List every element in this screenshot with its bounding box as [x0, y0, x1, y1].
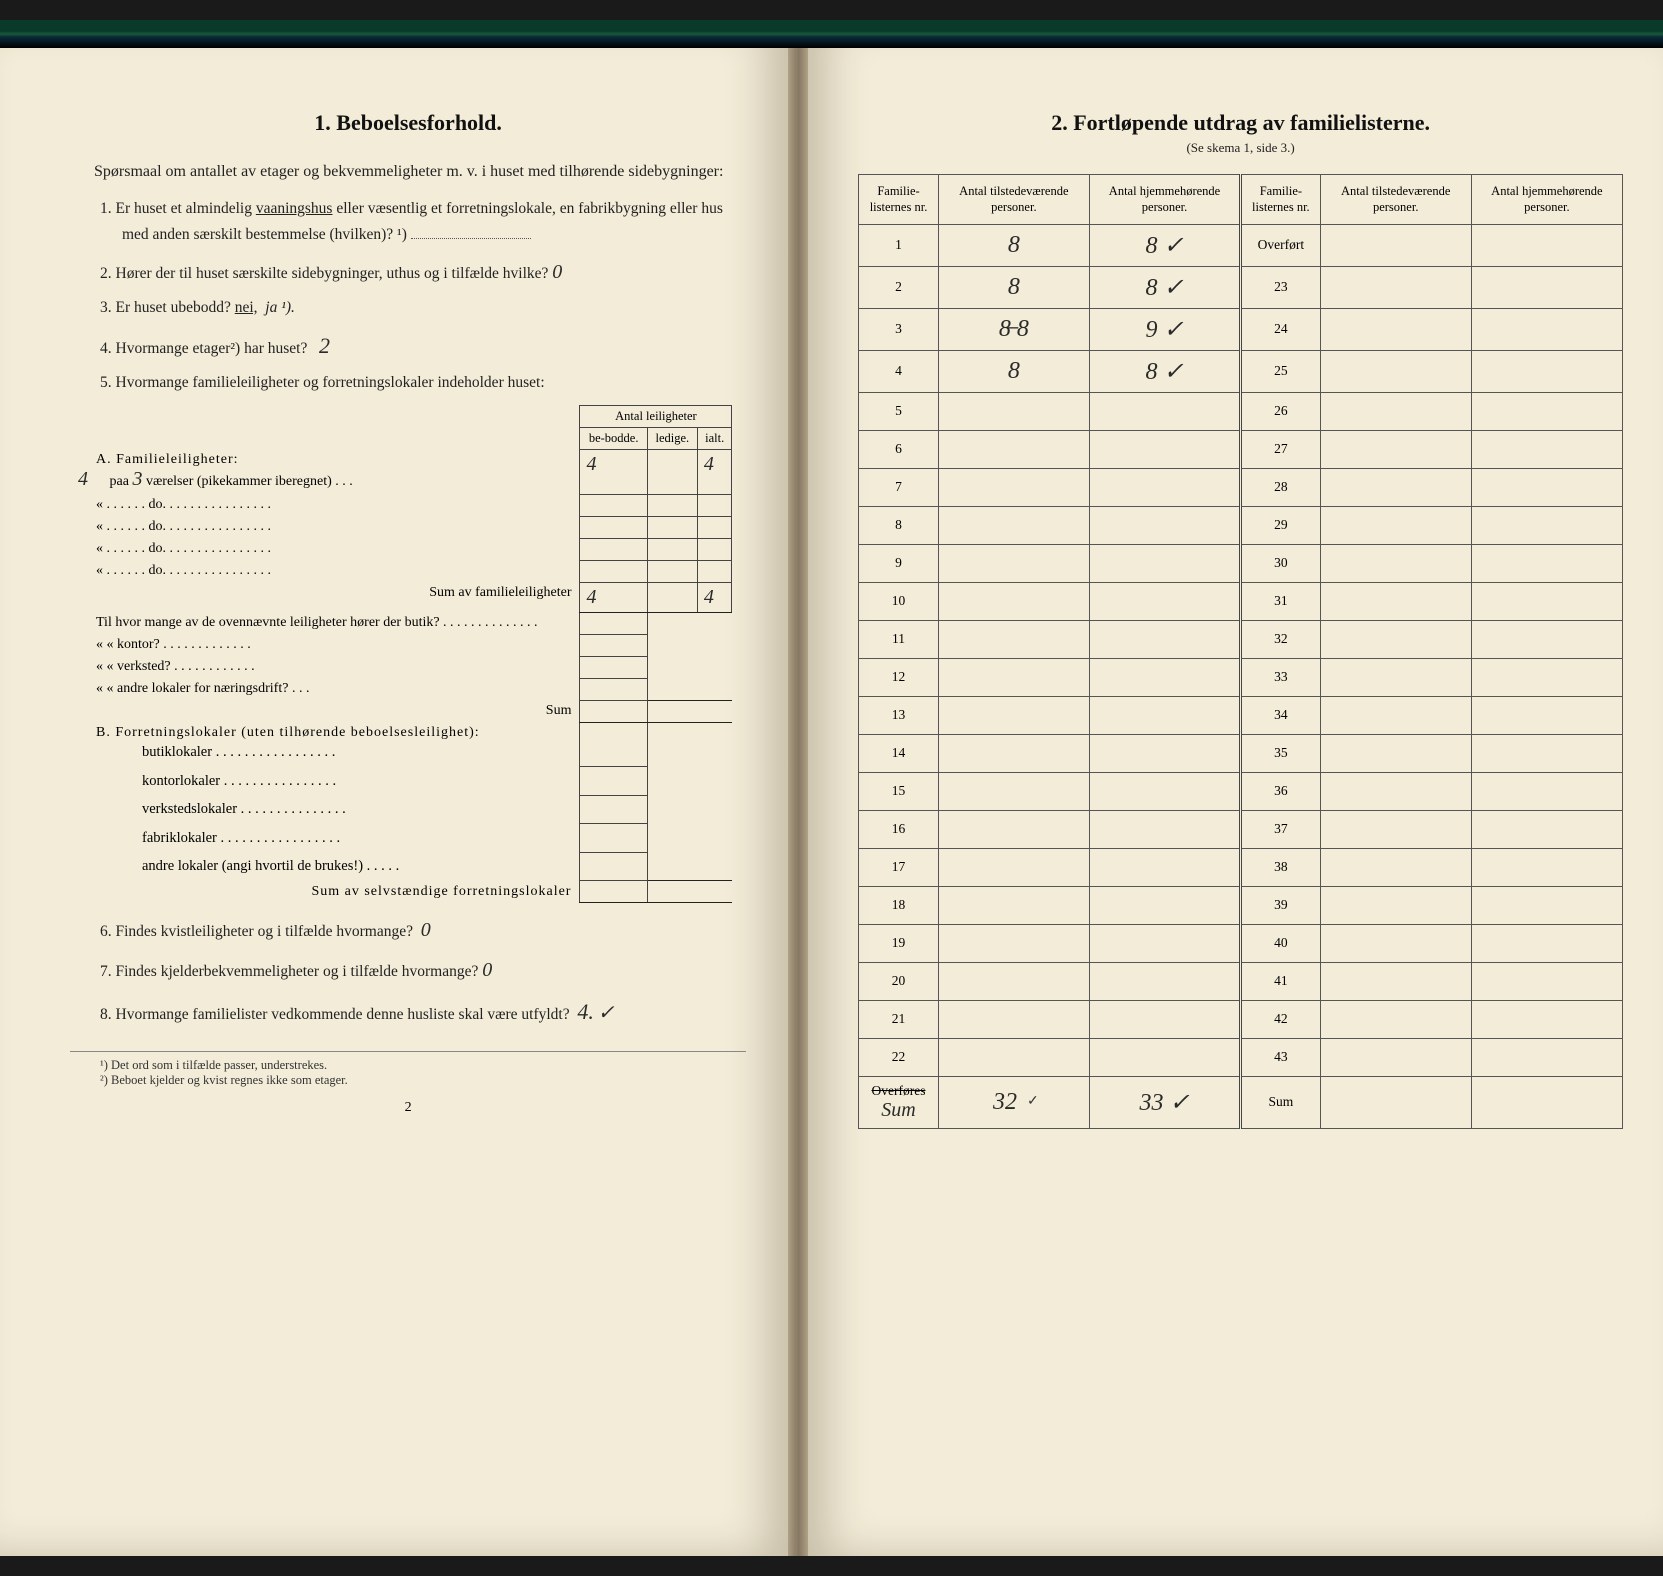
footer-sum: Sum — [1241, 1076, 1321, 1128]
table-row: 288 ✓23 — [859, 266, 1623, 308]
table-row: 488 ✓25 — [859, 350, 1623, 392]
q5: 5. Hvormange familieleiligheter og forre… — [100, 370, 746, 396]
th-col2: Antal tilstedeværende personer. — [938, 175, 1089, 225]
table-row: 188 ✓Overført — [859, 224, 1623, 266]
q8-answer: 4. — [577, 999, 594, 1024]
table-row: 2041 — [859, 962, 1623, 1000]
table-row: 38̶ 89 ✓24 — [859, 308, 1623, 350]
q3-ja: ja ¹). — [265, 299, 295, 316]
q6-answer: 0 — [421, 919, 431, 941]
family-table: Familie-listernes nr. Antal tilstedevære… — [858, 174, 1623, 1129]
fn2: ²) Beboet kjelder og kvist regnes ikke s… — [100, 1073, 746, 1088]
th-col5: Antal tilstedeværende personer. — [1320, 175, 1471, 225]
th-bebodde: be-bodde. — [580, 427, 647, 449]
leilighet-table: Antal leiligheter be-bodde. ledige. ialt… — [90, 405, 732, 903]
q4: 4. Hvormange etager²) har huset? 2 — [100, 327, 746, 364]
table-row: 1637 — [859, 810, 1623, 848]
th-antal: Antal leiligheter — [580, 405, 732, 427]
th-ledige: ledige. — [647, 427, 697, 449]
table-row: 1233 — [859, 658, 1623, 696]
scanner-top-bar — [0, 20, 1663, 48]
footer-a: 32 ✓ — [938, 1076, 1089, 1128]
book-spine — [788, 48, 808, 1556]
th-col6: Antal hjemmehørende personer. — [1471, 175, 1622, 225]
right-page: 2. Fortløpende utdrag av familielisterne… — [798, 20, 1663, 1556]
sumA-label: Sum av familieleiligheter — [90, 582, 580, 612]
a1-bebodde: 4 — [580, 449, 647, 494]
left-title: 1. Beboelsesforhold. — [70, 110, 746, 136]
fn1: ¹) Det ord som i tilfælde passer, unders… — [100, 1058, 746, 1073]
table-row: 1334 — [859, 696, 1623, 734]
th-col4: Familie-listernes nr. — [1241, 175, 1321, 225]
table-row: 1132 — [859, 620, 1623, 658]
footnotes: ¹) Det ord som i tilfælde passer, unders… — [70, 1051, 746, 1088]
table-row: 728 — [859, 468, 1623, 506]
sumA-ialt: 4 — [697, 582, 732, 612]
q6: 6. Findes kvistleiligheter og i tilfælde… — [100, 913, 746, 947]
footer-overfores: OverføresSum — [859, 1076, 939, 1128]
right-subtitle: (Se skema 1, side 3.) — [858, 140, 1623, 156]
footer-b: 33 ✓ — [1089, 1076, 1240, 1128]
q4-answer: 2 — [319, 333, 330, 358]
table-row: 1435 — [859, 734, 1623, 772]
q8: 8. Hvormange familielister vedkommende d… — [100, 993, 746, 1030]
table-row: 829 — [859, 506, 1623, 544]
table-row: 1940 — [859, 924, 1623, 962]
secA-label: A. Familieleiligheter: 4 paa 3 værelser … — [90, 449, 580, 494]
th-col3: Antal hjemmehørende personer. — [1089, 175, 1240, 225]
sumA-bebodde: 4 — [580, 582, 647, 612]
th-col1: Familie-listernes nr. — [859, 175, 939, 225]
left-page: 1. Beboelsesforhold. Spørsmaal om antall… — [0, 20, 798, 1556]
secB-label: B. Forretningslokaler (uten tilhørende b… — [90, 722, 580, 766]
th-ialt: ialt. — [697, 427, 732, 449]
table-row: 1839 — [859, 886, 1623, 924]
q1: 1. Er huset et almindelig vaaningshus el… — [100, 196, 746, 249]
table-row: 1738 — [859, 848, 1623, 886]
q2: 2. Hører der til huset særskilte sidebyg… — [100, 255, 746, 289]
q2-answer: 0 — [552, 261, 562, 283]
page-number-left: 2 — [70, 1100, 746, 1116]
table-row: 930 — [859, 544, 1623, 582]
q3: 3. Er huset ubebodd? nei, ja ¹). — [100, 295, 746, 321]
q7-answer: 0 — [482, 959, 492, 981]
intro-text: Spørsmaal om antallet av etager og bekve… — [70, 160, 746, 184]
q3-nei: nei, — [235, 299, 258, 316]
question-list: 1. Er huset et almindelig vaaningshus el… — [70, 196, 746, 397]
table-row: 1031 — [859, 582, 1623, 620]
table-row: 526 — [859, 392, 1623, 430]
q1-underlined: vaaningshus — [256, 200, 333, 217]
table-row: 627 — [859, 430, 1623, 468]
question-list-2: 6. Findes kvistleiligheter og i tilfælde… — [70, 913, 746, 1030]
table-row: 1536 — [859, 772, 1623, 810]
table-row: 2243 — [859, 1038, 1623, 1076]
a1-ialt: 4 — [697, 449, 732, 494]
book-spread: 1. Beboelsesforhold. Spørsmaal om antall… — [0, 20, 1663, 1556]
q7: 7. Findes kjelderbekvemmeligheter og i t… — [100, 953, 746, 987]
table-row: 2142 — [859, 1000, 1623, 1038]
right-title: 2. Fortløpende utdrag av familielisterne… — [858, 110, 1623, 136]
